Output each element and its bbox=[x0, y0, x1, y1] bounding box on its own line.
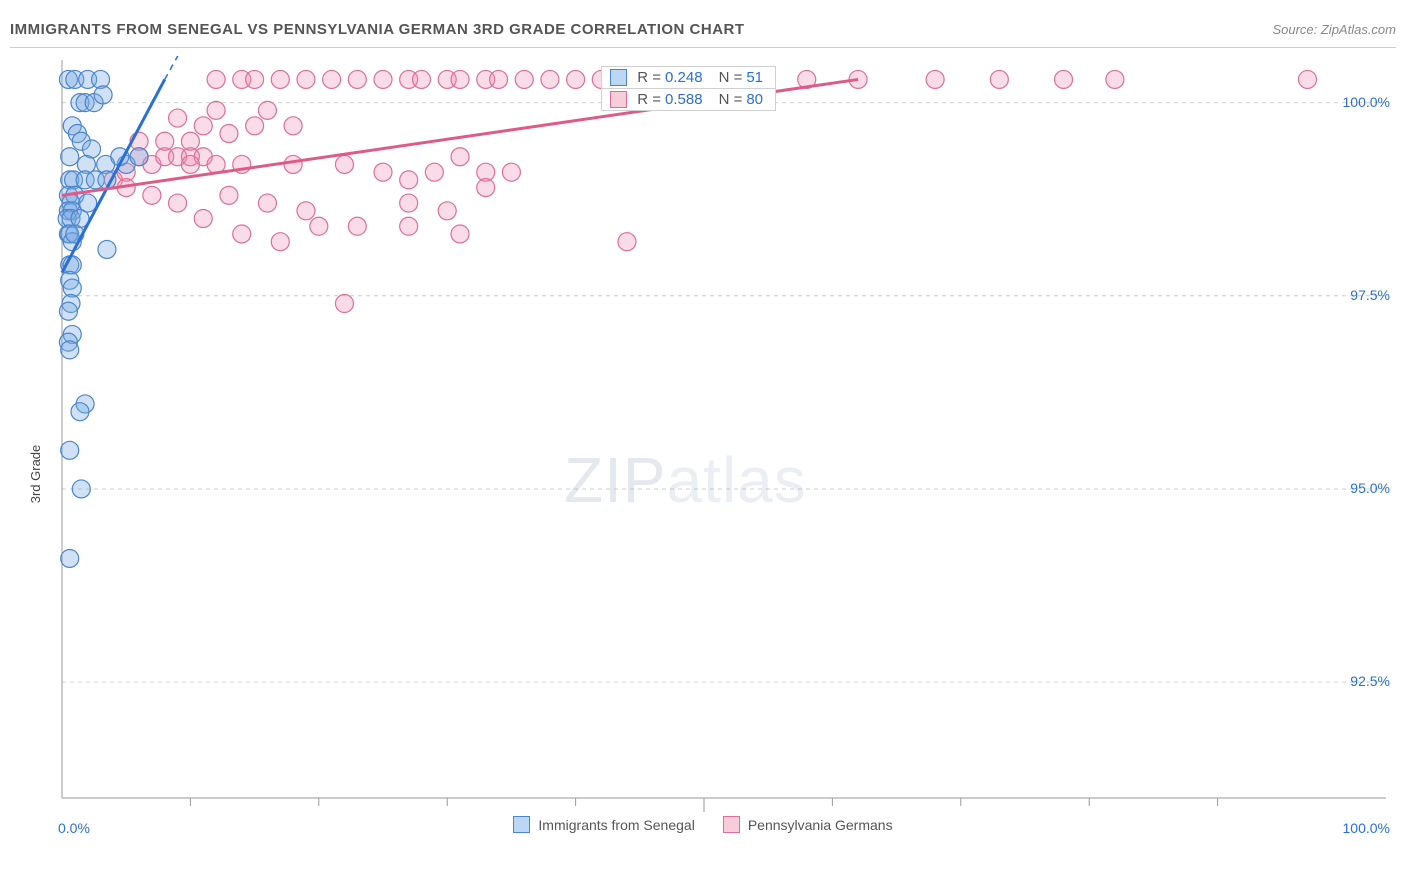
scatter-chart bbox=[10, 56, 1396, 892]
series-legend: Immigrants from Senegal Pennsylvania Germ… bbox=[10, 816, 1396, 833]
legend-item: Pennsylvania Germans bbox=[723, 816, 893, 833]
source-label: Source: ZipAtlas.com bbox=[1272, 22, 1396, 37]
y-tick-label: 95.0% bbox=[1350, 480, 1390, 496]
title-bar: IMMIGRANTS FROM SENEGAL VS PENNSYLVANIA … bbox=[10, 18, 1396, 48]
legend-item: Immigrants from Senegal bbox=[513, 816, 694, 833]
x-tick-label: 0.0% bbox=[58, 820, 90, 836]
chart-container: 3rd Grade ZIPatlas R =0.248N =51R =0.588… bbox=[10, 56, 1396, 892]
y-tick-label: 92.5% bbox=[1350, 673, 1390, 689]
x-tick-label: 100.0% bbox=[1343, 820, 1390, 836]
legend-label: Pennsylvania Germans bbox=[748, 817, 893, 833]
y-tick-label: 97.5% bbox=[1350, 287, 1390, 303]
y-tick-label: 100.0% bbox=[1343, 94, 1390, 110]
legend-swatch bbox=[723, 816, 740, 833]
y-axis-label: 3rd Grade bbox=[28, 445, 43, 504]
legend-swatch bbox=[513, 816, 530, 833]
chart-title: IMMIGRANTS FROM SENEGAL VS PENNSYLVANIA … bbox=[10, 21, 745, 38]
legend-label: Immigrants from Senegal bbox=[538, 817, 694, 833]
